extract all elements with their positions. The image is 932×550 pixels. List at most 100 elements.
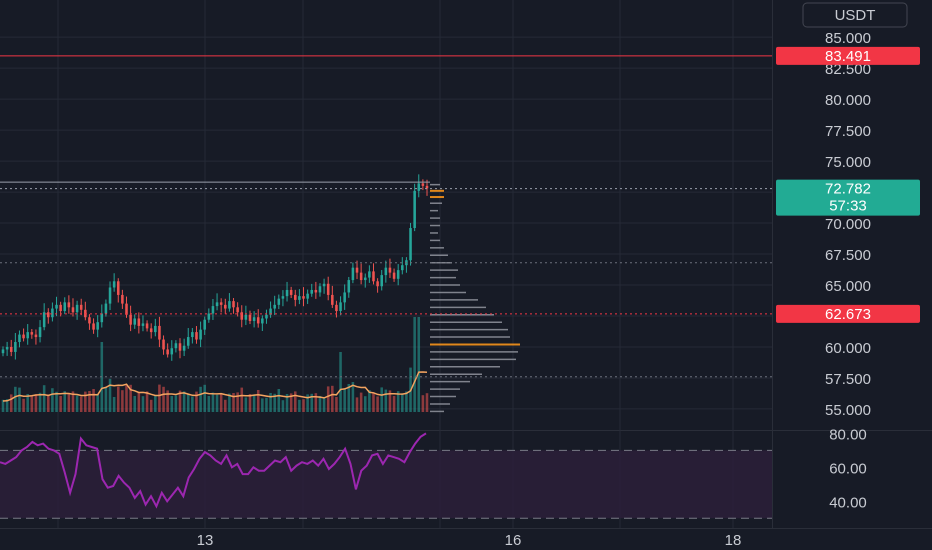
volume-bar — [166, 390, 169, 412]
volume-bar — [331, 385, 334, 412]
volume-bar — [174, 395, 178, 412]
current-price-label: 72.782 — [825, 181, 871, 198]
rsi-tick-label: 60.00 — [829, 460, 867, 477]
candle-body — [293, 294, 297, 300]
volume-bar — [401, 393, 404, 412]
candle-body — [137, 318, 141, 326]
candle-body — [372, 271, 375, 282]
volume-bar — [38, 392, 42, 412]
price-axis[interactable]: 85.00082.50080.00077.50075.00072.50070.0… — [825, 30, 871, 419]
candle-body — [158, 325, 161, 340]
price-tick-label: 85.000 — [825, 30, 871, 47]
volume-bar — [380, 387, 383, 412]
time-axis[interactable]: 13 16 18 — [197, 532, 742, 549]
volume-bar — [133, 396, 137, 412]
candle-body — [396, 270, 400, 279]
price-tick-label: 67.500 — [825, 247, 871, 264]
volume-bar — [244, 397, 248, 412]
volume-bar — [372, 392, 375, 412]
candle-body — [178, 343, 182, 351]
candle-body — [318, 286, 322, 293]
volume-bar — [170, 396, 174, 412]
volume-bars — [1, 317, 429, 412]
volume-bar — [413, 317, 416, 412]
grid-lines — [0, 0, 932, 529]
volume-bar — [67, 393, 71, 412]
volume-bar — [88, 391, 91, 412]
candle-body — [355, 267, 359, 273]
currency-selector[interactable]: USDT — [802, 2, 908, 28]
volume-bar — [158, 384, 161, 412]
volume-bar — [326, 386, 330, 412]
candle-body — [14, 342, 17, 352]
volume-bar — [396, 391, 400, 412]
volume-bar — [318, 396, 322, 412]
candle-body — [108, 287, 112, 304]
candle-body — [215, 302, 219, 307]
price-tick-label: 77.500 — [825, 123, 871, 140]
candle-body — [326, 283, 330, 295]
candle-body — [339, 302, 342, 312]
candle-body — [384, 267, 388, 276]
rsi-tick-label: 40.00 — [829, 494, 867, 511]
candle-body — [331, 294, 334, 305]
candle-body — [298, 296, 301, 300]
candle-body — [335, 304, 338, 312]
volume-ma-line — [2, 371, 428, 402]
price-tick-label: 60.000 — [825, 340, 871, 357]
countdown-label: 57:33 — [829, 198, 867, 215]
volume-bar — [22, 398, 25, 412]
candle-body — [162, 339, 165, 350]
candle-body — [310, 289, 314, 294]
candle-body — [22, 334, 25, 339]
volume-bar — [30, 396, 34, 412]
volume-bar — [92, 389, 95, 412]
volume-bar — [1, 399, 5, 412]
volume-bar — [310, 393, 314, 412]
volume-bar — [14, 386, 17, 412]
volume-bar — [347, 384, 351, 412]
volume-bar — [224, 399, 227, 412]
candle-body — [55, 304, 58, 309]
volume-bar — [339, 352, 342, 412]
volume-bar — [269, 393, 272, 412]
volume-bar — [162, 386, 165, 412]
candle-body — [112, 281, 116, 288]
volume-bar — [154, 395, 157, 412]
candle-body — [166, 349, 169, 355]
candle-body — [129, 314, 132, 325]
volume-bar — [121, 390, 124, 412]
candle-body — [38, 327, 42, 338]
candle-body — [96, 322, 99, 330]
volume-bar — [421, 395, 425, 412]
candle-body — [207, 313, 211, 320]
volume-bar — [293, 391, 297, 412]
candle-body — [380, 275, 383, 287]
candle-body — [116, 281, 120, 295]
volume-bar — [108, 378, 112, 412]
candle-body — [182, 345, 186, 351]
candle-body — [285, 289, 289, 297]
candle-body — [322, 283, 326, 287]
candle-body — [392, 272, 396, 279]
candle-body — [154, 325, 157, 333]
candle-body — [1, 349, 5, 354]
price-tick-label: 80.000 — [825, 92, 871, 109]
support-badge-label: 62.673 — [825, 306, 871, 323]
volume-bar — [261, 398, 264, 412]
volume-bar — [384, 389, 388, 412]
candle-body — [18, 334, 21, 343]
rsi-axis[interactable]: 80.00 60.00 40.00 — [829, 426, 867, 511]
candle-body — [302, 296, 305, 299]
volume-bar — [42, 385, 46, 412]
volume-bar — [256, 390, 260, 412]
candle-body — [42, 312, 46, 328]
support-badge-bg — [776, 304, 920, 323]
candle-body — [252, 317, 256, 321]
candle-body — [236, 307, 239, 313]
candle-body — [388, 267, 392, 273]
price-tick-label: 70.000 — [825, 216, 871, 233]
candle-body — [376, 281, 379, 287]
